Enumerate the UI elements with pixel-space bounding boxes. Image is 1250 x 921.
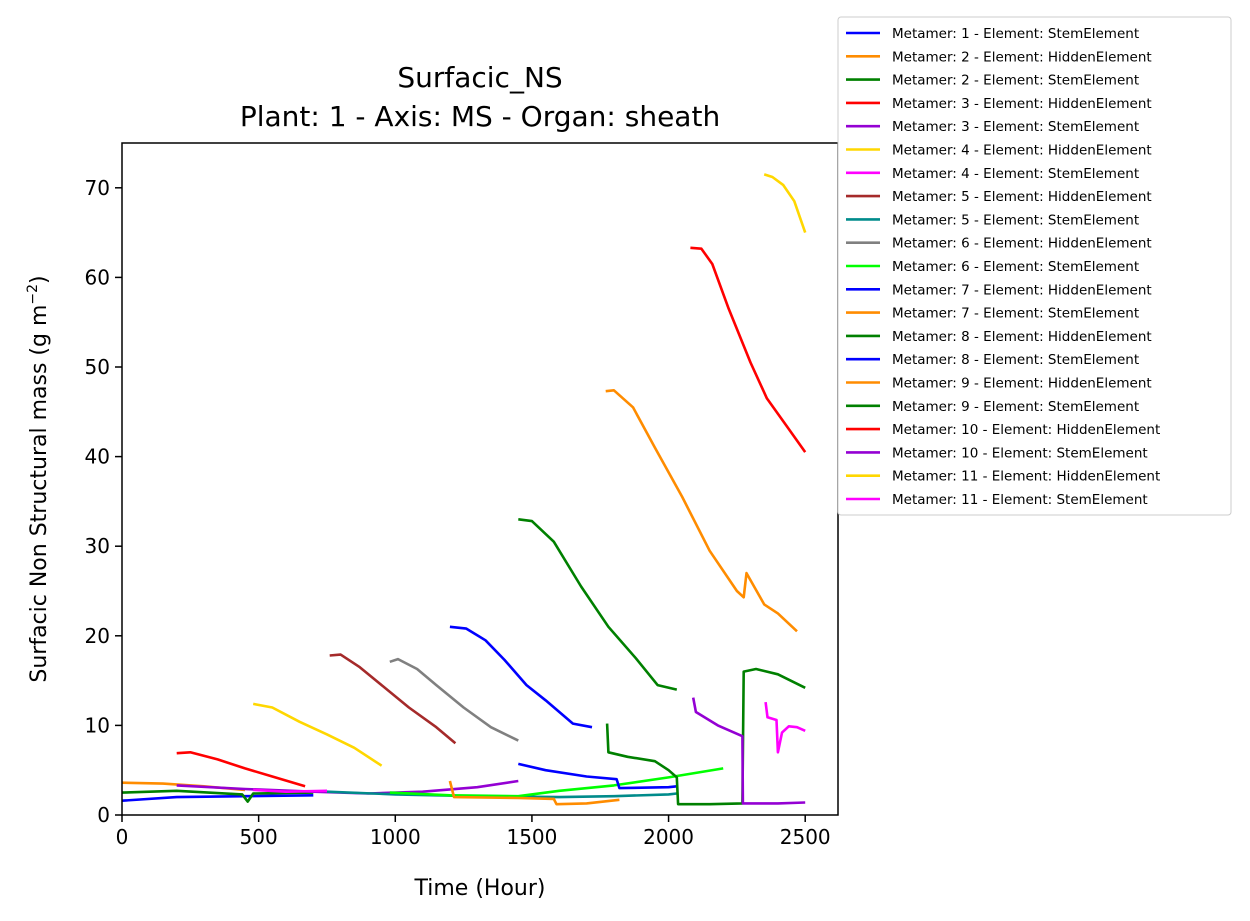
series-line-7 xyxy=(253,788,328,793)
legend-label-5: Metamer: 3 - Element: StemElement xyxy=(892,119,1139,135)
x-tick-label: 0 xyxy=(116,825,129,849)
series-line-12 xyxy=(449,625,593,729)
y-tick-label: 20 xyxy=(85,624,110,648)
series-line-15 xyxy=(518,762,677,790)
legend-label-3: Metamer: 2 - Element: StemElement xyxy=(892,73,1139,89)
series-line-8 xyxy=(329,653,457,745)
series-line-3 xyxy=(121,789,314,803)
y-tick-label: 40 xyxy=(85,445,110,469)
y-axis-label-sup: −2 xyxy=(25,284,41,305)
y-tick-label: 60 xyxy=(85,265,110,289)
y-tick-label: 0 xyxy=(97,803,110,827)
legend-label-6: Metamer: 4 - Element: HiddenElement xyxy=(892,143,1152,159)
legend-label-17: Metamer: 9 - Element: StemElement xyxy=(892,399,1139,415)
x-tick-label: 500 xyxy=(240,825,278,849)
series-line-14 xyxy=(518,518,678,691)
legend-label-2: Metamer: 2 - Element: HiddenElement xyxy=(892,49,1152,65)
series-line-11 xyxy=(389,767,724,798)
legend-label-13: Metamer: 7 - Element: StemElement xyxy=(892,306,1139,322)
legend-label-12: Metamer: 7 - Element: HiddenElement xyxy=(892,282,1152,298)
series-line-20 xyxy=(763,173,807,234)
y-tick-label: 10 xyxy=(85,713,110,737)
series-line-17 xyxy=(605,667,806,806)
x-axis: 0 500 1000 1500 2000 2500 xyxy=(116,815,831,849)
legend: Metamer: 1 - Element: StemElement Metamer… xyxy=(837,16,1232,516)
legend-label-9: Metamer: 5 - Element: StemElement xyxy=(892,212,1139,228)
y-axis-label: Surfacic Non Structural mass (g m−2) xyxy=(25,275,52,682)
series-line-4 xyxy=(176,751,306,788)
legend-label-4: Metamer: 3 - Element: HiddenElement xyxy=(892,96,1152,112)
y-tick-label: 30 xyxy=(85,534,110,558)
y-axis: 0 10 20 30 40 50 60 70 xyxy=(85,176,122,827)
y-axis-label-end: ) xyxy=(27,275,52,284)
legend-label-18: Metamer: 10 - Element: HiddenElement xyxy=(892,422,1160,438)
legend-label-1: Metamer: 1 - Element: StemElement xyxy=(892,26,1139,42)
x-tick-label: 1500 xyxy=(506,825,557,849)
legend-label-7: Metamer: 4 - Element: StemElement xyxy=(892,166,1139,182)
series-line-19 xyxy=(691,697,806,805)
x-axis-label: Time (Hour) xyxy=(414,876,546,901)
legend-box xyxy=(837,16,1232,516)
legend-label-11: Metamer: 6 - Element: StemElement xyxy=(892,259,1139,275)
x-tick-label: 2000 xyxy=(643,825,694,849)
legend-label-19: Metamer: 10 - Element: StemElement xyxy=(892,445,1148,461)
plot-area xyxy=(121,142,839,816)
y-axis-label-main: Surfacic Non Structural mass (g m xyxy=(27,305,52,683)
legend-label-21: Metamer: 11 - Element: StemElement xyxy=(892,492,1148,508)
series-line-1 xyxy=(121,794,314,802)
chart-title: Surfacic_NS xyxy=(397,61,562,94)
x-tick-label: 1000 xyxy=(370,825,421,849)
series-line-13 xyxy=(448,780,620,806)
series-line-9 xyxy=(326,790,677,799)
series-line-16 xyxy=(605,389,798,633)
legend-label-20: Metamer: 11 - Element: HiddenElement xyxy=(892,469,1160,485)
x-tick-label: 2500 xyxy=(780,825,831,849)
legend-label-14: Metamer: 8 - Element: HiddenElement xyxy=(892,329,1152,345)
plot-lines xyxy=(121,173,807,806)
series-line-6 xyxy=(252,702,383,767)
legend-label-15: Metamer: 8 - Element: StemElement xyxy=(892,352,1139,368)
y-tick-label: 50 xyxy=(85,355,110,379)
series-line-18 xyxy=(690,246,807,453)
legend-label-10: Metamer: 6 - Element: HiddenElement xyxy=(892,236,1152,252)
series-line-21 xyxy=(764,701,806,754)
series-line-10 xyxy=(389,657,519,742)
legend-label-16: Metamer: 9 - Element: HiddenElement xyxy=(892,376,1152,392)
chart-subtitle: Plant: 1 - Axis: MS - Organ: sheath xyxy=(240,100,720,133)
legend-label-8: Metamer: 5 - Element: HiddenElement xyxy=(892,189,1152,205)
y-tick-label: 70 xyxy=(85,176,110,200)
